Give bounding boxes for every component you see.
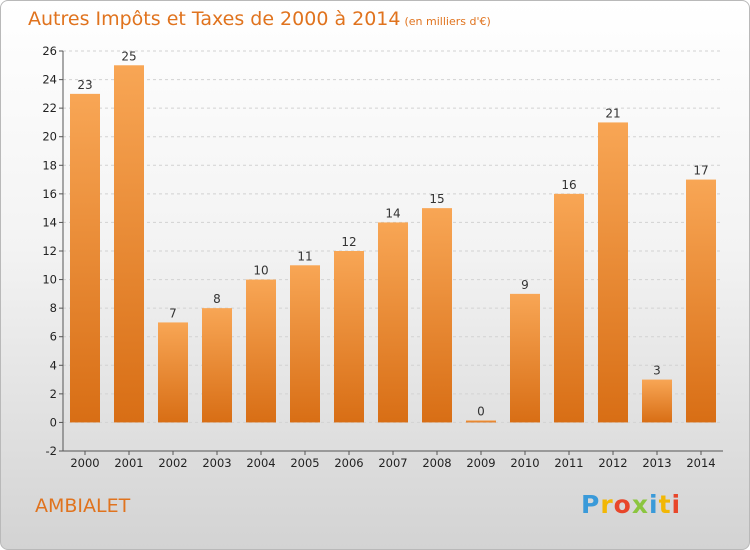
y-tick-label: 16 (42, 187, 57, 201)
x-tick-label: 2014 (686, 456, 715, 470)
y-tick-label: 14 (42, 215, 57, 229)
logo-letter: P (581, 490, 601, 519)
proxiti-logo: Proxiti (581, 490, 681, 519)
y-tick-label: 22 (42, 101, 57, 115)
x-tick-label: 2000 (70, 456, 99, 470)
bar (422, 208, 452, 423)
data-label: 8 (213, 292, 221, 306)
logo-letter: t (658, 490, 672, 519)
bar (378, 222, 408, 423)
commune-name: AMBIALET (35, 495, 131, 517)
y-tick-label: -2 (46, 444, 57, 458)
data-label: 0 (477, 404, 485, 418)
bar (114, 65, 144, 423)
bar (510, 293, 540, 423)
x-tick-label: 2008 (422, 456, 451, 470)
data-label: 7 (169, 306, 177, 320)
y-tick-label: 26 (42, 44, 57, 58)
bar (686, 179, 716, 423)
data-label: 11 (297, 249, 312, 263)
bar (642, 379, 672, 423)
bar (334, 251, 364, 423)
x-tick-label: 2001 (114, 456, 143, 470)
data-label: 15 (429, 192, 444, 206)
logo-letter: r (600, 490, 614, 519)
y-tick-label: 4 (50, 358, 57, 372)
y-tick-label: 12 (42, 244, 57, 258)
bar (246, 279, 276, 423)
x-tick-label: 2005 (290, 456, 319, 470)
y-tick-label: 6 (50, 330, 57, 344)
data-label: 9 (521, 278, 529, 292)
x-tick-label: 2012 (598, 456, 627, 470)
y-tick-label: 20 (42, 130, 57, 144)
y-tick-label: 0 (50, 415, 57, 429)
bar (158, 322, 188, 423)
x-tick-label: 2010 (510, 456, 539, 470)
data-label: 12 (341, 235, 356, 249)
x-tick-label: 2002 (158, 456, 187, 470)
data-label: 17 (693, 164, 708, 178)
y-tick-label: 18 (42, 158, 57, 172)
y-tick-label: 8 (50, 301, 57, 315)
data-label: 14 (385, 206, 400, 220)
x-tick-label: 2013 (642, 456, 671, 470)
y-tick-label: 10 (42, 273, 57, 287)
logo-letter: i (671, 490, 682, 519)
bar (554, 193, 584, 423)
data-label: 10 (253, 264, 268, 278)
bar (70, 93, 100, 423)
logo-letter: x (631, 490, 649, 519)
chart-title-text: Autres Impôts et Taxes de 2000 à 2014 (28, 8, 401, 30)
logo-letter: i (649, 490, 659, 519)
data-label: 21 (605, 106, 620, 120)
x-tick-label: 2011 (554, 456, 583, 470)
x-tick-label: 2003 (202, 456, 231, 470)
data-label: 3 (653, 364, 661, 378)
data-label: 16 (561, 178, 576, 192)
bar (202, 308, 232, 423)
y-tick-label: 24 (42, 73, 57, 87)
bar (466, 420, 496, 423)
x-tick-label: 2006 (334, 456, 363, 470)
logo-letter: o (613, 490, 632, 519)
y-tick-label: 2 (50, 387, 57, 401)
x-tick-label: 2009 (466, 456, 495, 470)
data-label: 23 (77, 78, 92, 92)
data-label: 25 (121, 49, 136, 63)
chart-title: Autres Impôts et Taxes de 2000 à 2014 (en… (28, 8, 491, 30)
bar (290, 265, 320, 423)
x-tick-label: 2007 (378, 456, 407, 470)
chart-unit: (en milliers d'€) (404, 15, 491, 28)
x-tick-label: 2004 (246, 456, 275, 470)
bar (598, 122, 628, 423)
